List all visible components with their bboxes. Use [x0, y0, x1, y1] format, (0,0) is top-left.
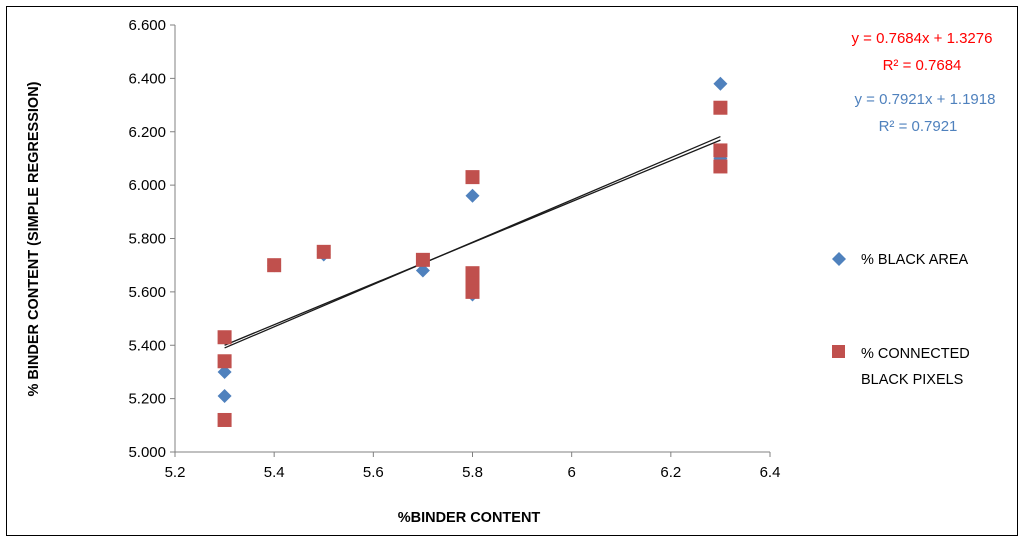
y-ticks: 5.000 5.200 5.400 5.600 5.800 6.000 6.200 6.400…: [128, 17, 175, 461]
x-tick-label: 5.4: [264, 464, 285, 481]
point-black-area: [713, 76, 728, 91]
y-tick-label: 6.000: [128, 177, 166, 194]
legend-label-connected-line2: BLACK PIXELS: [861, 372, 963, 388]
x-ticks: 5.2 5.4 5.6 5.8 6 6.2 6.4: [165, 452, 781, 481]
point-connected-pixels: [713, 100, 728, 115]
r2-connected: R² = 0.7684: [883, 57, 962, 74]
x-tick-label: 5.8: [462, 464, 483, 481]
y-axis-title: % BINDER CONTENT (SIMPLE REGRESSION): [26, 81, 42, 396]
trendline-equations: y = 0.7684x + 1.3276 R² = 0.7684 y = 0.7…: [852, 30, 996, 135]
y-tick-label: 5.400: [128, 337, 166, 354]
point-connected-pixels: [267, 258, 282, 273]
legend-marker-square: [832, 345, 845, 358]
x-tick-label: 6.4: [760, 464, 781, 481]
y-tick-label: 5.000: [128, 444, 166, 461]
x-axis-title: %BINDER CONTENT: [398, 510, 541, 526]
trendlines: [224, 135, 721, 349]
point-connected-pixels: [465, 284, 480, 299]
point-black-area: [217, 388, 232, 403]
eq-black-area: y = 0.7921x + 1.1918: [855, 91, 996, 108]
point-connected-pixels: [217, 330, 232, 345]
point-black-area: [415, 263, 430, 278]
point-connected-pixels: [217, 412, 232, 427]
point-connected-pixels: [465, 266, 480, 281]
eq-connected: y = 0.7684x + 1.3276: [852, 30, 993, 47]
point-black-area: [465, 188, 480, 203]
legend-label-black-area: % BLACK AREA: [861, 252, 969, 268]
x-tick-label: 6.2: [660, 464, 681, 481]
point-connected-pixels: [415, 252, 430, 267]
point-connected-pixels: [713, 159, 728, 174]
legend-marker-diamond: [832, 252, 846, 266]
data-points: [217, 76, 728, 427]
y-tick-label: 6.200: [128, 124, 166, 141]
y-tick-label: 5.200: [128, 391, 166, 408]
legend-label-connected-line1: % CONNECTED: [861, 346, 970, 362]
point-connected-pixels: [316, 244, 331, 259]
point-connected-pixels: [217, 354, 232, 369]
x-tick-label: 5.2: [165, 464, 186, 481]
legend-item-black-area: % BLACK AREA: [832, 252, 969, 268]
point-connected-pixels: [465, 170, 480, 185]
x-tick-label: 6: [567, 464, 575, 481]
r2-black-area: R² = 0.7921: [879, 118, 958, 135]
trendline-connected-pixels: [224, 139, 721, 346]
x-tick-label: 5.6: [363, 464, 384, 481]
legend-item-connected-pixels: % CONNECTED BLACK PIXELS: [832, 345, 970, 388]
y-tick-label: 6.400: [128, 70, 166, 87]
legend: % BLACK AREA % CONNECTED BLACK PIXELS: [832, 252, 970, 388]
y-tick-label: 5.800: [128, 231, 166, 248]
y-tick-label: 5.600: [128, 284, 166, 301]
point-black-area: [217, 364, 232, 379]
axes: [174, 25, 770, 453]
y-tick-label: 6.600: [128, 17, 166, 34]
point-connected-pixels: [713, 143, 728, 158]
